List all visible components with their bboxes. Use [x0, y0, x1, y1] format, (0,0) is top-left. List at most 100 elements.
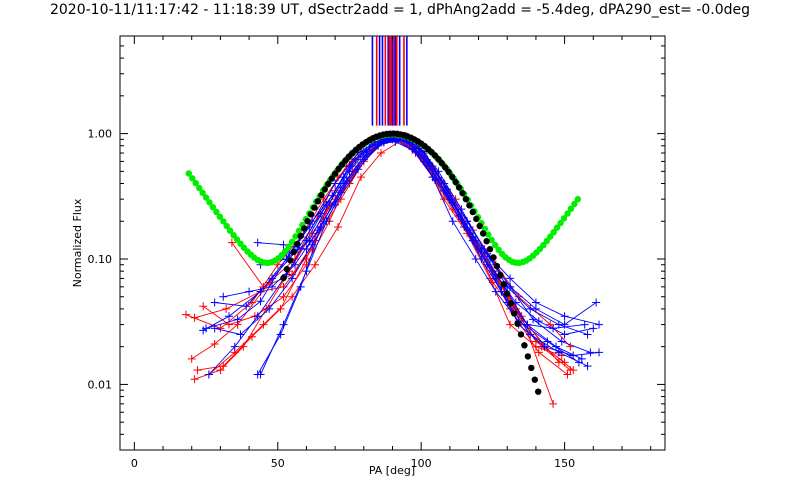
data-point-blue-1-16 — [583, 330, 592, 339]
black-fit-dot-55 — [469, 208, 476, 216]
data-point-red-8-13 — [506, 320, 515, 329]
black-fit-dot-47 — [442, 164, 449, 171]
data-point-red-7-0 — [227, 238, 236, 247]
data-point-blue-1-5 — [331, 179, 340, 188]
data-point-red-6-15 — [549, 399, 558, 408]
data-point-blue-2-0 — [204, 370, 213, 379]
data-point-blue-4-14 — [554, 348, 563, 357]
data-point-blue-8-4 — [308, 240, 317, 249]
black-fit-dot-58 — [479, 230, 487, 237]
green-fit-dot-104 — [543, 237, 550, 245]
black-fit-dot-68 — [514, 320, 521, 327]
data-point-red-2-3 — [273, 260, 282, 269]
green-fit-dot-14 — [233, 236, 241, 243]
green-fit-dot-7 — [209, 204, 217, 211]
data-point-blue-5-16 — [580, 320, 589, 329]
series-line-blue-6 — [214, 137, 600, 326]
green-fit-dot-109 — [560, 215, 568, 222]
black-fit-dot-56 — [473, 215, 480, 223]
green-fit-dot-107 — [553, 224, 561, 231]
data-point-blue-10-3 — [322, 217, 331, 226]
black-fit-dot-2 — [287, 257, 294, 264]
data-point-blue-7-3 — [325, 198, 334, 207]
data-point-blue-3-0 — [253, 238, 262, 247]
data-point-blue-9-15 — [557, 337, 566, 346]
data-point-red-3-1 — [210, 340, 219, 349]
green-fit-dot-111 — [567, 205, 575, 212]
green-fit-dot-110 — [564, 210, 571, 217]
green-fit-dot-2 — [192, 179, 199, 187]
black-fit-dot-64 — [500, 281, 507, 288]
data-point-red-8-7 — [377, 149, 386, 158]
data-point-blue-10-1 — [279, 320, 288, 329]
black-fit-dot-71 — [524, 353, 532, 360]
series-lines — [181, 130, 604, 408]
green-fit-dot-106 — [550, 229, 557, 236]
data-point-red-5-15 — [563, 370, 572, 379]
data-point-blue-9-12 — [483, 249, 492, 258]
x-tick-label-50: 50 — [271, 457, 285, 470]
data-point-blue-8-0 — [210, 324, 219, 333]
data-point-blue-8-3 — [288, 274, 297, 283]
data-point-red-4-0 — [190, 375, 199, 384]
black-fit-dot-5 — [297, 232, 304, 240]
data-point-blue-9-10 — [440, 179, 449, 188]
black-fit-dot-8 — [307, 211, 315, 218]
black-fit-dot-73 — [531, 376, 538, 383]
black-fit-dot-15 — [331, 170, 339, 177]
data-point-blue-5-0 — [202, 324, 211, 333]
black-fit-dot-6 — [301, 225, 308, 232]
data-point-red-5-3 — [279, 292, 288, 301]
data-point-blue-4-15 — [583, 362, 592, 371]
data-point-blue-9-1 — [245, 287, 254, 296]
black-fit-dot-4 — [294, 240, 301, 248]
data-point-blue-6-1 — [242, 302, 251, 311]
black-fit-dot-50 — [452, 178, 459, 186]
fit-curves — [185, 130, 581, 395]
black-fit-dot-16 — [335, 165, 342, 173]
black-fit-dot-7 — [304, 218, 311, 225]
data-point-red-5-14 — [534, 348, 543, 357]
data-point-blue-10-5 — [362, 149, 371, 158]
data-point-blue-9-16 — [586, 348, 595, 357]
data-point-blue-10-2 — [302, 267, 311, 276]
data-point-red-6-2 — [247, 332, 256, 341]
data-point-blue-9-3 — [290, 260, 299, 269]
data-point-blue-10-10 — [468, 232, 477, 241]
series-line-blue-5 — [205, 141, 585, 329]
black-fit-dot-61 — [490, 254, 497, 261]
data-point-blue-8-14 — [523, 320, 532, 329]
data-point-blue-6-16 — [595, 320, 604, 329]
black-fit-dot-53 — [462, 195, 470, 203]
data-point-red-1-1 — [222, 304, 231, 313]
green-fit-dot-89 — [492, 241, 499, 249]
data-point-blue-3-1 — [279, 240, 288, 249]
data-point-blue-5-12 — [477, 255, 486, 264]
black-fit-dot-59 — [483, 238, 490, 245]
data-point-red-5-0 — [199, 302, 208, 311]
black-fit-dot-1 — [283, 265, 291, 273]
black-fit-dot-74 — [535, 388, 542, 395]
data-point-blue-6-15 — [560, 312, 569, 321]
data-point-blue-10-11 — [491, 274, 500, 283]
green-fit-dot-11 — [223, 222, 230, 230]
data-point-red-7-1 — [259, 282, 268, 291]
black-fit-dot-9 — [311, 204, 318, 211]
black-fit-dot-70 — [521, 342, 528, 349]
data-point-red-8-6 — [356, 173, 365, 182]
black-fit-dot-49 — [449, 173, 456, 181]
chart-title: 2020-10-11/11:17:42 - 11:18:39 UT, dSect… — [49, 2, 750, 18]
data-point-blue-7-4 — [345, 167, 354, 176]
green-fit-dot-28 — [282, 248, 289, 255]
data-point-blue-6-0 — [210, 298, 219, 307]
green-fit-dot-8 — [213, 208, 220, 216]
data-point-blue-8-1 — [236, 330, 245, 339]
green-fit-dot-5 — [202, 194, 210, 201]
data-point-red-8-2 — [259, 320, 268, 329]
green-fit-dot-29 — [285, 243, 292, 250]
black-fit-dot-62 — [493, 262, 501, 270]
data-point-blue-6-2 — [268, 274, 277, 283]
black-fit-dot-0 — [280, 274, 287, 282]
green-fit-dot-12 — [226, 227, 234, 234]
green-fit-dot-1 — [189, 175, 196, 182]
